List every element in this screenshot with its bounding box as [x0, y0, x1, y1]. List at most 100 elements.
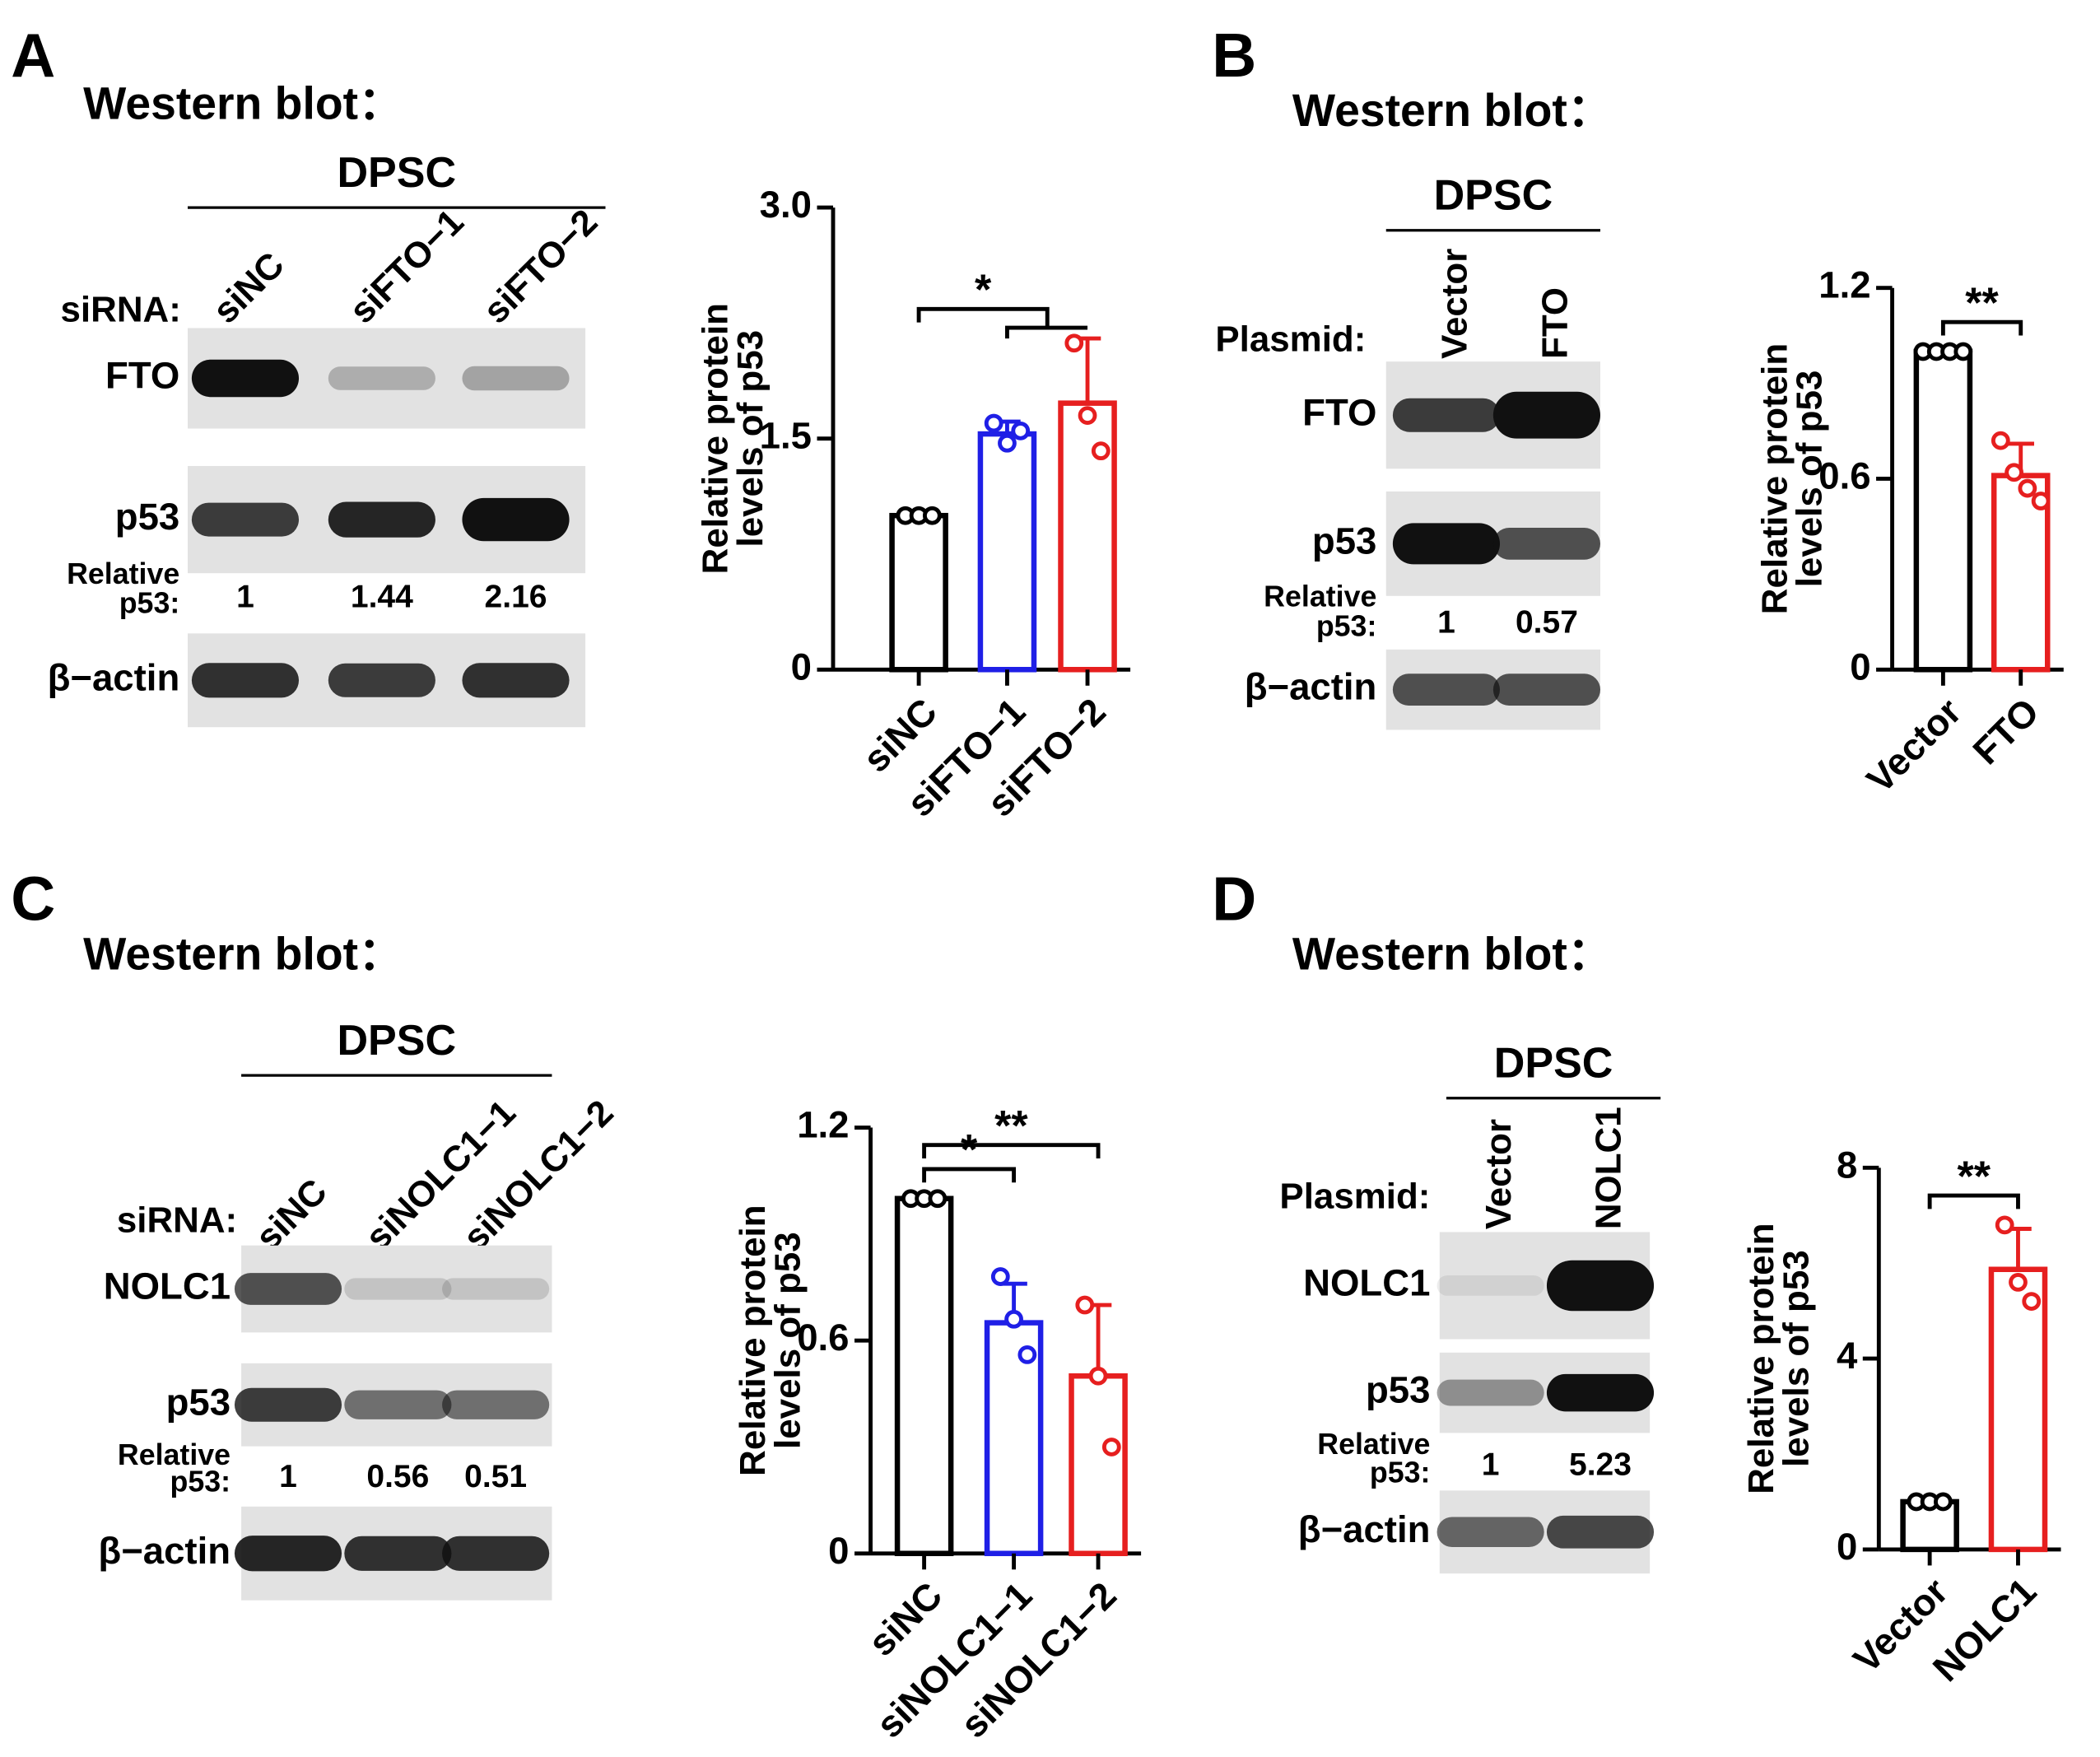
- bracket: [1940, 319, 2023, 336]
- y-axis-label: Relative protein: [1741, 1223, 1781, 1494]
- relative-value: 1: [1482, 1447, 1500, 1482]
- data-point: [998, 433, 1017, 453]
- treatment-label: siRNA:: [61, 290, 181, 330]
- blot-band: [1492, 673, 1601, 706]
- significance: *: [961, 1126, 978, 1174]
- blot-band: [1546, 1515, 1655, 1549]
- y-tick-label: 0: [791, 645, 812, 687]
- blot-band: [191, 359, 300, 398]
- row-label: β−actin: [1245, 666, 1377, 708]
- bar: [1058, 400, 1117, 673]
- blot-band: [1392, 523, 1501, 565]
- relative-value: 1: [236, 579, 254, 614]
- data-point: [928, 1189, 948, 1209]
- data-point: [2018, 478, 2037, 498]
- relative-label: Relative: [118, 1438, 230, 1471]
- panel-letter: A: [11, 21, 55, 90]
- blot-band: [191, 663, 300, 698]
- row-label: β−actin: [98, 1530, 230, 1572]
- bar: [1988, 1266, 2048, 1553]
- y-tick-label: 8: [1837, 1144, 1857, 1186]
- blot-band: [1392, 673, 1501, 706]
- bracket: [922, 1167, 1017, 1183]
- treatment-label: siRNA:: [117, 1200, 237, 1241]
- row-label: p53: [1312, 520, 1376, 562]
- data-point: [1991, 431, 2010, 450]
- blot-band: [462, 497, 570, 542]
- data-point: [1017, 1345, 1037, 1364]
- y-axis-label: Relative protein: [1754, 343, 1795, 614]
- data-point: [990, 1267, 1010, 1286]
- blot-band: [442, 1390, 550, 1419]
- row-label: p53: [1366, 1369, 1430, 1411]
- relative-label: Relative: [67, 557, 179, 590]
- blot-band: [234, 1273, 342, 1305]
- y-tick-label: 0: [1850, 645, 1870, 687]
- row-label: β−actin: [1298, 1508, 1431, 1550]
- blot-band: [1546, 1373, 1655, 1412]
- data-point: [1995, 1215, 2014, 1235]
- relative-label: Relative: [1264, 580, 1376, 613]
- blot-band: [344, 1390, 452, 1419]
- cell-label: DPSC: [337, 1017, 456, 1065]
- data-point: [1953, 342, 1973, 361]
- data-point: [1004, 1309, 1023, 1329]
- panel-letter: B: [1212, 21, 1256, 90]
- blot-band: [1436, 1379, 1544, 1406]
- cell-label: DPSC: [1494, 1039, 1613, 1087]
- lane-label: FTO: [1535, 287, 1576, 359]
- relative-value: 2.16: [485, 579, 547, 614]
- significance: **: [1958, 1153, 1991, 1200]
- blot-band: [442, 1536, 550, 1571]
- bracket: [922, 1143, 1101, 1158]
- blot-band: [1436, 1517, 1544, 1547]
- data-point: [2005, 463, 2023, 482]
- bar: [889, 512, 948, 673]
- lane-label: siNC: [248, 1172, 334, 1258]
- lane-label: siFTO−2: [476, 202, 605, 331]
- data-point: [1064, 333, 1084, 353]
- relative-label: p53:: [1316, 609, 1377, 642]
- blot-band: [234, 1387, 342, 1422]
- relative-label: Relative: [1317, 1428, 1430, 1461]
- treatment-label: Plasmid:: [1215, 319, 1366, 359]
- blot-band: [344, 1278, 452, 1300]
- row-label: FTO: [105, 355, 179, 397]
- lane-label: NOLC1: [1589, 1107, 1629, 1229]
- data-point: [1934, 1492, 1953, 1512]
- y-axis-label: levels of p53: [1790, 371, 1830, 588]
- y-axis-label: levels of p53: [730, 330, 771, 548]
- relative-value: 0.57: [1516, 604, 1578, 640]
- data-point: [2022, 1292, 2042, 1311]
- data-point: [1011, 421, 1031, 440]
- significance: *: [975, 267, 992, 315]
- lane-label: siNC: [205, 245, 291, 331]
- data-point: [1075, 1295, 1095, 1315]
- blot-band: [328, 501, 435, 538]
- blot-band: [1392, 398, 1501, 432]
- blot-band: [462, 663, 570, 698]
- panel-letter: D: [1212, 865, 1256, 934]
- y-tick-label: 1.5: [760, 415, 812, 457]
- blot-band: [191, 502, 300, 537]
- lane-label: Vector: [1435, 249, 1475, 359]
- sub-bracket: [1005, 325, 1088, 339]
- y-axis-label: Relative protein: [696, 303, 736, 574]
- data-point: [922, 506, 942, 525]
- data-point: [1078, 406, 1097, 426]
- y-tick-label: 0.6: [797, 1317, 849, 1359]
- y-tick-label: 0: [1837, 1526, 1857, 1568]
- bar: [1913, 348, 1973, 673]
- y-tick-label: 0.6: [1818, 455, 1870, 497]
- treatment-label: Plasmid:: [1279, 1176, 1430, 1216]
- blot-band: [1492, 391, 1601, 439]
- x-tick-label: FTO: [1965, 690, 2047, 772]
- y-axis-label: levels of p53: [1776, 1250, 1816, 1467]
- y-axis-label: levels of p53: [768, 1232, 808, 1449]
- blot-band: [328, 366, 435, 390]
- blot-band: [328, 663, 435, 697]
- relative-value: 5.23: [1569, 1447, 1632, 1482]
- row-label: NOLC1: [1303, 1261, 1430, 1303]
- cell-label: DPSC: [337, 149, 456, 197]
